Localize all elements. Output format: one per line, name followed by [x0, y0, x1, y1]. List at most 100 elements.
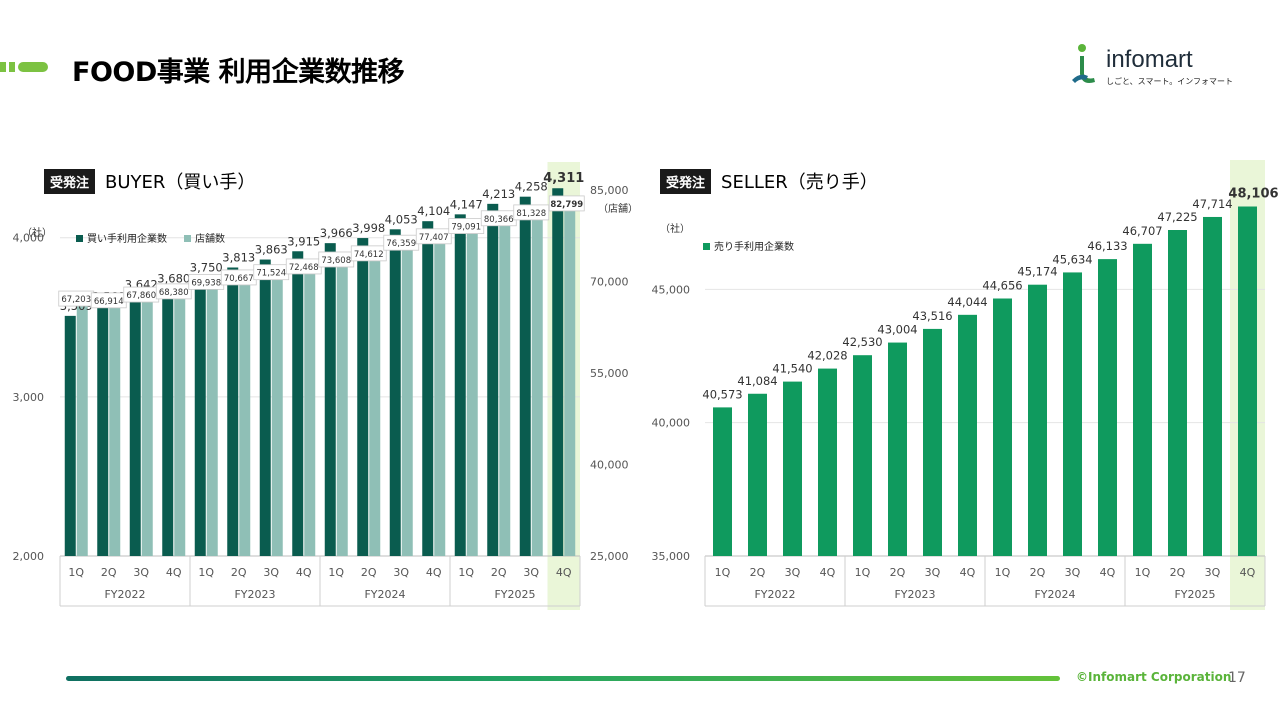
y2-tick-label: 55,000 — [590, 367, 629, 380]
legend-swatch-sellers — [703, 243, 710, 250]
bar-stores — [336, 259, 348, 556]
data-label-buyers: 4,053 — [385, 212, 418, 226]
y-tick-label: 3,000 — [13, 391, 45, 404]
y2-tick-label: 25,000 — [590, 550, 629, 563]
logo-tagline: しごと、スマート。インフォマート — [1106, 77, 1234, 86]
x-tick-label: 2Q — [101, 566, 117, 579]
bar-buyers — [194, 277, 206, 556]
bar-stores — [141, 294, 153, 556]
x-tick-label: 2Q — [361, 566, 377, 579]
data-label-sellers: 40,573 — [702, 387, 742, 401]
bar-stores — [531, 212, 543, 556]
data-label-sellers: 41,084 — [737, 374, 777, 388]
data-label-sellers: 43,004 — [877, 323, 917, 337]
x-tick-label: 4Q — [820, 566, 836, 579]
data-label-sellers: 44,656 — [982, 279, 1022, 293]
data-label-stores: 77,407 — [419, 233, 449, 243]
x-tick-label: 4Q — [556, 566, 572, 579]
footer-gradient-line — [66, 676, 1060, 681]
y-axis-unit: （社） — [660, 222, 690, 235]
title-accent-mark — [0, 62, 48, 72]
bar-sellers — [1168, 230, 1187, 556]
page-title: FOOD事業 利用企業数推移 — [72, 57, 405, 88]
y-tick-label: 40,000 — [652, 417, 691, 430]
data-label-box-stores — [350, 245, 387, 262]
bar-stores — [206, 281, 218, 556]
bar-sellers — [958, 314, 977, 556]
data-label-buyers: 4,258 — [515, 180, 548, 194]
bar-sellers — [1133, 243, 1152, 556]
buyer-section-tag: 受発注 — [44, 168, 96, 194]
bar-buyers — [389, 229, 401, 556]
bar-buyers — [259, 259, 271, 556]
x-tick-label: 1Q — [715, 566, 731, 579]
x-tick-label: 4Q — [296, 566, 312, 579]
bar-sellers — [993, 298, 1012, 556]
x-tick-label: 2Q — [491, 566, 507, 579]
data-label-box-stores — [548, 195, 585, 212]
bar-sellers — [923, 328, 942, 556]
data-label-sellers: 46,707 — [1122, 224, 1162, 238]
x-tick-label: 4Q — [166, 566, 182, 579]
data-label-stores: 74,612 — [354, 250, 384, 260]
bar-stores — [271, 272, 283, 556]
x-tick-label: 1Q — [328, 566, 344, 579]
x-tick-label: 1Q — [458, 566, 474, 579]
x-tick-label: 1Q — [1135, 566, 1151, 579]
x-group-label: FY2023 — [234, 588, 275, 601]
bar-stores — [401, 242, 413, 557]
data-label-box-stores — [415, 228, 452, 245]
bar-buyers — [454, 214, 466, 556]
bar-sellers — [818, 368, 837, 556]
x-group-label: FY2024 — [1034, 588, 1075, 601]
data-label-buyers: 4,311 — [543, 171, 584, 186]
bar-buyers — [227, 267, 239, 556]
bar-stores — [174, 291, 186, 556]
data-label-stores: 70,667 — [224, 274, 254, 284]
infomart-logo: infomart しごと、スマート。インフォマート — [1068, 42, 1233, 90]
x-group-label: FY2024 — [364, 588, 405, 601]
x-tick-label: 1Q — [995, 566, 1011, 579]
legend-swatch-buyers — [76, 235, 83, 242]
data-label-buyers: 3,813 — [222, 250, 255, 264]
data-label-sellers: 45,174 — [1017, 265, 1057, 279]
page-number: 17 — [1228, 670, 1246, 686]
data-label-stores: 82,799 — [550, 200, 583, 210]
y-tick-label: 35,000 — [652, 550, 691, 563]
bar-stores — [304, 266, 316, 556]
x-tick-label: 4Q — [1240, 566, 1256, 579]
data-label-stores: 68,380 — [159, 288, 189, 298]
bar-stores — [466, 226, 478, 556]
data-label-sellers: 47,225 — [1157, 210, 1197, 224]
x-group-label: FY2023 — [894, 588, 935, 601]
x-tick-label: 3Q — [523, 566, 539, 579]
data-label-buyers: 3,998 — [352, 221, 385, 235]
bar-buyers — [129, 294, 141, 556]
x-tick-label: 3Q — [785, 566, 801, 579]
data-label-sellers: 43,516 — [912, 309, 952, 323]
bar-stores — [369, 253, 381, 556]
bar-sellers — [1238, 206, 1257, 557]
y2-tick-label: 70,000 — [590, 276, 629, 289]
bar-buyers — [64, 315, 76, 556]
x-tick-label: 4Q — [426, 566, 442, 579]
bar-buyers — [97, 306, 109, 556]
bar-stores — [564, 203, 576, 557]
data-label-stores: 69,938 — [191, 278, 221, 288]
data-label-stores: 72,468 — [289, 263, 319, 273]
seller-section-label: 受発注 SELLER（売り手） — [660, 168, 878, 194]
data-label-stores: 67,860 — [126, 291, 156, 301]
bar-sellers — [1098, 259, 1117, 556]
bar-sellers — [888, 342, 907, 556]
bar-sellers — [1063, 272, 1082, 556]
x-tick-label: 4Q — [1100, 566, 1116, 579]
logo-figure-icon — [1072, 44, 1095, 83]
data-label-stores: 71,524 — [256, 269, 286, 279]
data-label-stores: 73,608 — [321, 256, 351, 266]
footer-copyright: ©Infomart Corporation — [1076, 670, 1232, 684]
data-label-sellers: 45,634 — [1052, 252, 1092, 266]
y-tick-label: 45,000 — [652, 283, 691, 296]
x-tick-label: 2Q — [1030, 566, 1046, 579]
data-label-box-stores — [155, 283, 192, 300]
bar-buyers — [162, 288, 174, 556]
